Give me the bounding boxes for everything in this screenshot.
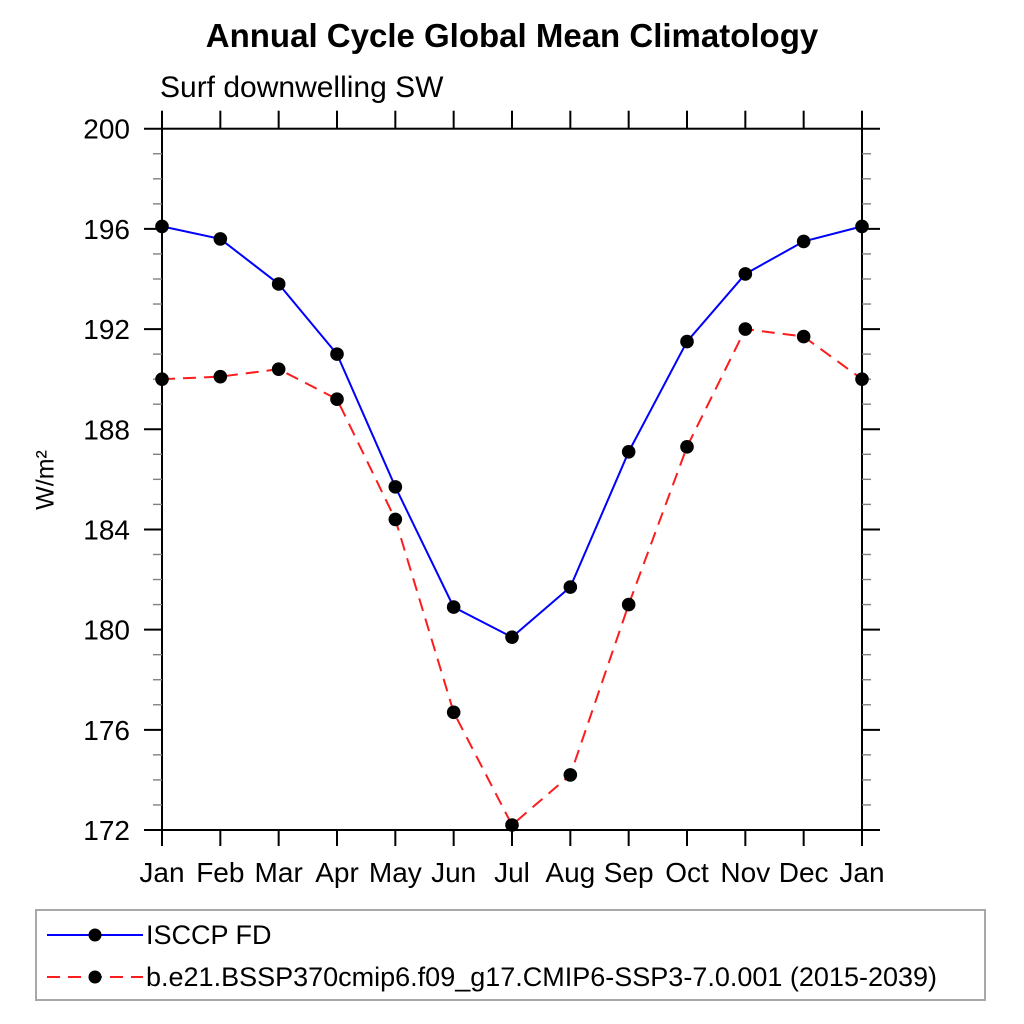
svg-text:Jan: Jan bbox=[839, 857, 884, 888]
legend-label: ISCCP FD bbox=[146, 919, 272, 950]
svg-text:176: 176 bbox=[83, 715, 130, 746]
legend-label: b.e21.BSSP370cmip6.f09_g17.CMIP6-SSP3-7.… bbox=[146, 961, 938, 992]
svg-text:200: 200 bbox=[83, 114, 130, 145]
svg-text:Dec: Dec bbox=[779, 857, 829, 888]
svg-text:192: 192 bbox=[83, 314, 130, 345]
chart-title: Annual Cycle Global Mean Climatology bbox=[205, 17, 819, 54]
svg-text:Jan: Jan bbox=[139, 857, 184, 888]
svg-text:Jul: Jul bbox=[494, 857, 530, 888]
legend-box: ISCCP FD b.e21.BSSP370cmip6.f09_g17.CMIP… bbox=[35, 909, 986, 1001]
svg-text:Nov: Nov bbox=[720, 857, 770, 888]
svg-text:Oct: Oct bbox=[665, 857, 709, 888]
svg-text:184: 184 bbox=[83, 514, 130, 545]
svg-text:180: 180 bbox=[83, 615, 130, 646]
svg-text:Mar: Mar bbox=[255, 857, 303, 888]
svg-text:Aug: Aug bbox=[545, 857, 595, 888]
svg-text:May: May bbox=[369, 857, 422, 888]
svg-text:172: 172 bbox=[83, 815, 130, 846]
svg-text:196: 196 bbox=[83, 214, 130, 245]
svg-text:Feb: Feb bbox=[196, 857, 244, 888]
legend-row: ISCCP FD bbox=[45, 917, 272, 953]
svg-text:Jun: Jun bbox=[431, 857, 476, 888]
chart-subtitle: Surf downwelling SW bbox=[160, 71, 444, 104]
legend-row: b.e21.BSSP370cmip6.f09_g17.CMIP6-SSP3-7.… bbox=[45, 959, 937, 995]
svg-text:188: 188 bbox=[83, 414, 130, 445]
svg-text:Sep: Sep bbox=[604, 857, 654, 888]
legend-sample-line-dashed bbox=[47, 970, 143, 984]
svg-text:Apr: Apr bbox=[315, 857, 359, 888]
legend-sample-line-solid bbox=[47, 928, 143, 942]
